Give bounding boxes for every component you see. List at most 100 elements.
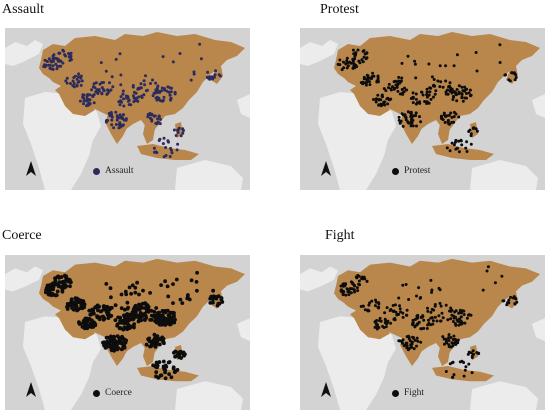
event-dot	[386, 102, 390, 106]
event-dot	[439, 304, 443, 308]
event-dot	[420, 90, 424, 94]
event-dot	[141, 288, 145, 293]
event-dot	[364, 83, 368, 87]
event-dot	[77, 72, 81, 76]
event-dot	[130, 283, 135, 288]
event-dot	[493, 281, 497, 285]
event-dot	[68, 284, 72, 289]
event-dot	[462, 313, 466, 316]
event-dot	[460, 92, 464, 96]
event-dot	[126, 99, 130, 103]
event-dot	[430, 75, 434, 79]
event-dot	[347, 293, 351, 297]
event-dot	[151, 78, 154, 82]
event-dot	[139, 86, 143, 90]
event-dot	[352, 62, 356, 66]
event-dot	[373, 304, 377, 308]
event-dot	[124, 118, 128, 122]
event-dot	[450, 341, 454, 345]
event-dot	[169, 90, 173, 94]
event-dot	[143, 306, 148, 310]
event-dot	[400, 76, 404, 80]
event-dot	[118, 121, 122, 125]
event-dot	[104, 69, 108, 73]
event-dot	[151, 94, 155, 98]
land-africa	[23, 316, 101, 410]
event-dot	[92, 82, 96, 86]
event-dot	[81, 319, 86, 323]
event-dot	[440, 114, 443, 118]
event-dot	[374, 298, 377, 302]
event-dot	[136, 319, 141, 324]
event-dot	[405, 308, 409, 312]
event-dot	[143, 318, 147, 322]
event-dot	[163, 279, 168, 284]
event-dot	[59, 275, 64, 279]
legend-protest: Protest	[392, 166, 430, 176]
event-dot	[391, 85, 394, 89]
event-dot	[463, 368, 467, 372]
event-dot	[154, 370, 159, 374]
event-dots	[42, 42, 222, 159]
event-dot	[446, 318, 450, 322]
event-dot	[51, 57, 55, 61]
event-dot	[179, 356, 184, 360]
event-dot	[50, 67, 54, 71]
event-dot	[397, 312, 401, 316]
event-dot	[169, 146, 173, 150]
land-africa	[23, 92, 101, 190]
event-dot	[114, 110, 118, 114]
event-dot	[111, 85, 115, 89]
event-dot	[413, 59, 417, 63]
event-dot	[208, 296, 213, 301]
event-dot	[425, 93, 429, 97]
event-dot	[140, 94, 144, 98]
north-arrow-icon	[320, 382, 332, 398]
event-dot	[462, 374, 466, 378]
event-dot	[95, 88, 99, 92]
event-dot	[211, 300, 215, 305]
event-dot	[144, 342, 149, 347]
event-dot	[121, 92, 125, 96]
event-dot	[398, 304, 401, 308]
event-dot	[409, 124, 413, 128]
event-dot	[53, 278, 58, 283]
event-dot	[195, 288, 199, 293]
event-dot	[131, 84, 135, 87]
event-dot	[113, 338, 117, 343]
event-dot	[417, 286, 421, 290]
event-dot	[444, 370, 448, 373]
event-dot	[370, 299, 374, 303]
event-dot	[397, 115, 401, 119]
event-dot	[413, 62, 417, 66]
event-dot	[48, 63, 52, 67]
event-dot	[401, 315, 405, 319]
event-dot	[120, 334, 124, 339]
event-dot	[211, 77, 214, 81]
event-dot	[429, 97, 433, 101]
event-dot	[507, 298, 511, 302]
event-dot	[377, 301, 380, 305]
event-dot	[507, 301, 511, 305]
event-dot	[64, 274, 69, 279]
land-seasia	[438, 346, 450, 366]
event-dot	[422, 318, 426, 322]
event-dot	[370, 75, 374, 79]
event-dot	[159, 337, 164, 342]
event-dot	[455, 318, 459, 322]
event-dot	[166, 294, 171, 299]
event-dot	[115, 323, 119, 328]
event-dot	[441, 316, 445, 320]
event-dot	[87, 103, 91, 107]
event-dot	[459, 139, 463, 143]
event-dot	[168, 310, 173, 315]
event-dot	[118, 326, 122, 330]
event-dot	[154, 81, 158, 85]
event-dot	[154, 150, 158, 154]
event-dot	[155, 363, 160, 368]
event-dot	[122, 97, 125, 101]
event-dot	[421, 93, 425, 97]
event-dot	[91, 95, 95, 99]
event-dot	[155, 311, 160, 315]
event-dot	[181, 131, 185, 135]
